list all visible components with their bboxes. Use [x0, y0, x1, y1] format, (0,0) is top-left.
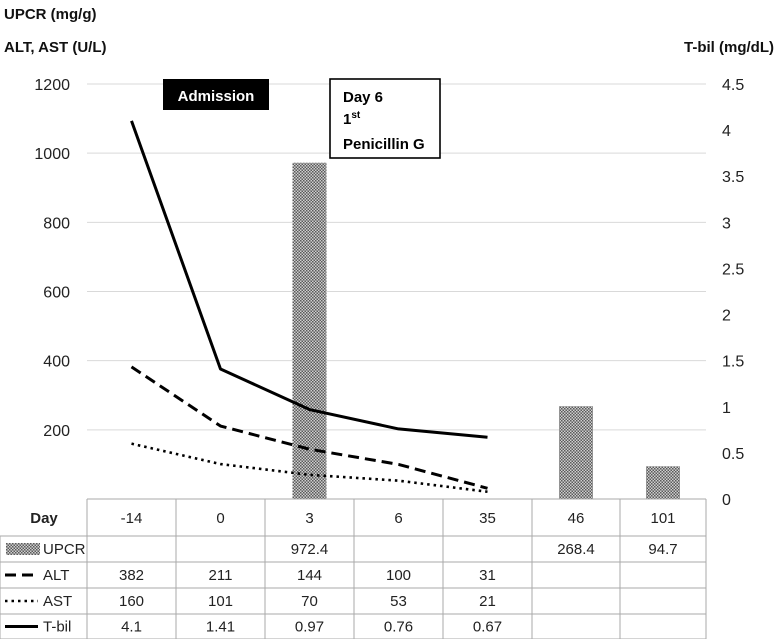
day6-label: Day 6 [343, 89, 383, 106]
data-label-t-bil: 0.97 [295, 619, 324, 636]
data-label-alt: 382 [119, 567, 144, 584]
left-tick-label: 1200 [34, 77, 70, 94]
ordinal-suffix: st [351, 110, 361, 121]
data-label-alt: 211 [209, 567, 233, 584]
data-label-ast: 53 [390, 593, 407, 610]
right-tick-label: 3 [722, 215, 731, 232]
right-tick-label: 0.5 [722, 446, 744, 463]
x-tick-label: 0 [216, 510, 224, 527]
ordinal-number: 1 [343, 111, 351, 128]
legend-label-t-bil: T-bil [43, 619, 71, 636]
admission-box [163, 79, 269, 110]
table-header-day: Day [30, 510, 58, 527]
legend-key-upcr [6, 543, 40, 555]
admission-label: Admission [178, 88, 255, 105]
data-label-t-bil: 0.67 [473, 619, 502, 636]
data-label-upcr: 972.4 [291, 541, 329, 558]
left-tick-label: 400 [43, 354, 70, 371]
data-label-ast: 70 [301, 593, 318, 610]
data-label-upcr: 268.4 [557, 541, 595, 558]
data-label-t-bil: 1.41 [206, 619, 235, 636]
t-bil-line [130, 120, 488, 439]
data-label-upcr: 94.7 [648, 541, 677, 558]
right-tick-label: 2 [722, 308, 731, 325]
data-label-t-bil: 4.1 [121, 619, 142, 636]
legend-label-alt: ALT [43, 567, 69, 584]
day6-drug-label: Penicillin G [343, 136, 425, 153]
right-tick-label: 4 [722, 123, 731, 140]
upcr-bar [559, 406, 593, 499]
right-axis-title-tbil: T-bil (mg/dL) [684, 39, 774, 56]
left-axis-title-upcr: UPCR (mg/g) [4, 6, 97, 23]
upcr-bar [646, 466, 680, 499]
left-tick-label: 1000 [34, 146, 70, 163]
data-label-alt: 31 [479, 567, 496, 584]
right-tick-label: 4.5 [722, 77, 744, 94]
left-tick-label: 800 [43, 215, 70, 232]
right-tick-label: 1 [722, 400, 731, 417]
data-label-ast: 101 [208, 593, 233, 610]
upcr-bar [292, 162, 327, 499]
x-tick-label: 35 [479, 510, 496, 527]
ast-line [131, 442, 488, 494]
x-tick-label: -14 [121, 510, 143, 527]
left-tick-label: 600 [43, 285, 70, 302]
data-label-ast: 160 [119, 593, 144, 610]
right-tick-label: 2.5 [722, 261, 744, 278]
x-tick-label: 3 [305, 510, 313, 527]
x-tick-label: 6 [394, 510, 402, 527]
data-label-alt: 100 [386, 567, 411, 584]
left-tick-label: 200 [43, 423, 70, 440]
right-tick-label: 0 [722, 492, 731, 509]
day6-ordinal: 1st [343, 110, 361, 128]
alt-line [130, 365, 488, 490]
x-tick-label: 46 [568, 510, 585, 527]
data-label-ast: 21 [479, 593, 496, 610]
left-axis-title-alt-ast: ALT, AST (U/L) [4, 39, 106, 56]
day6-box [329, 78, 441, 159]
legend-label-upcr: UPCR [43, 541, 86, 558]
x-tick-label: 101 [650, 510, 675, 527]
right-tick-label: 3.5 [722, 169, 744, 186]
data-label-alt: 144 [297, 567, 322, 584]
legend-label-ast: AST [43, 593, 72, 610]
data-label-t-bil: 0.76 [384, 619, 413, 636]
right-tick-label: 1.5 [722, 354, 744, 371]
